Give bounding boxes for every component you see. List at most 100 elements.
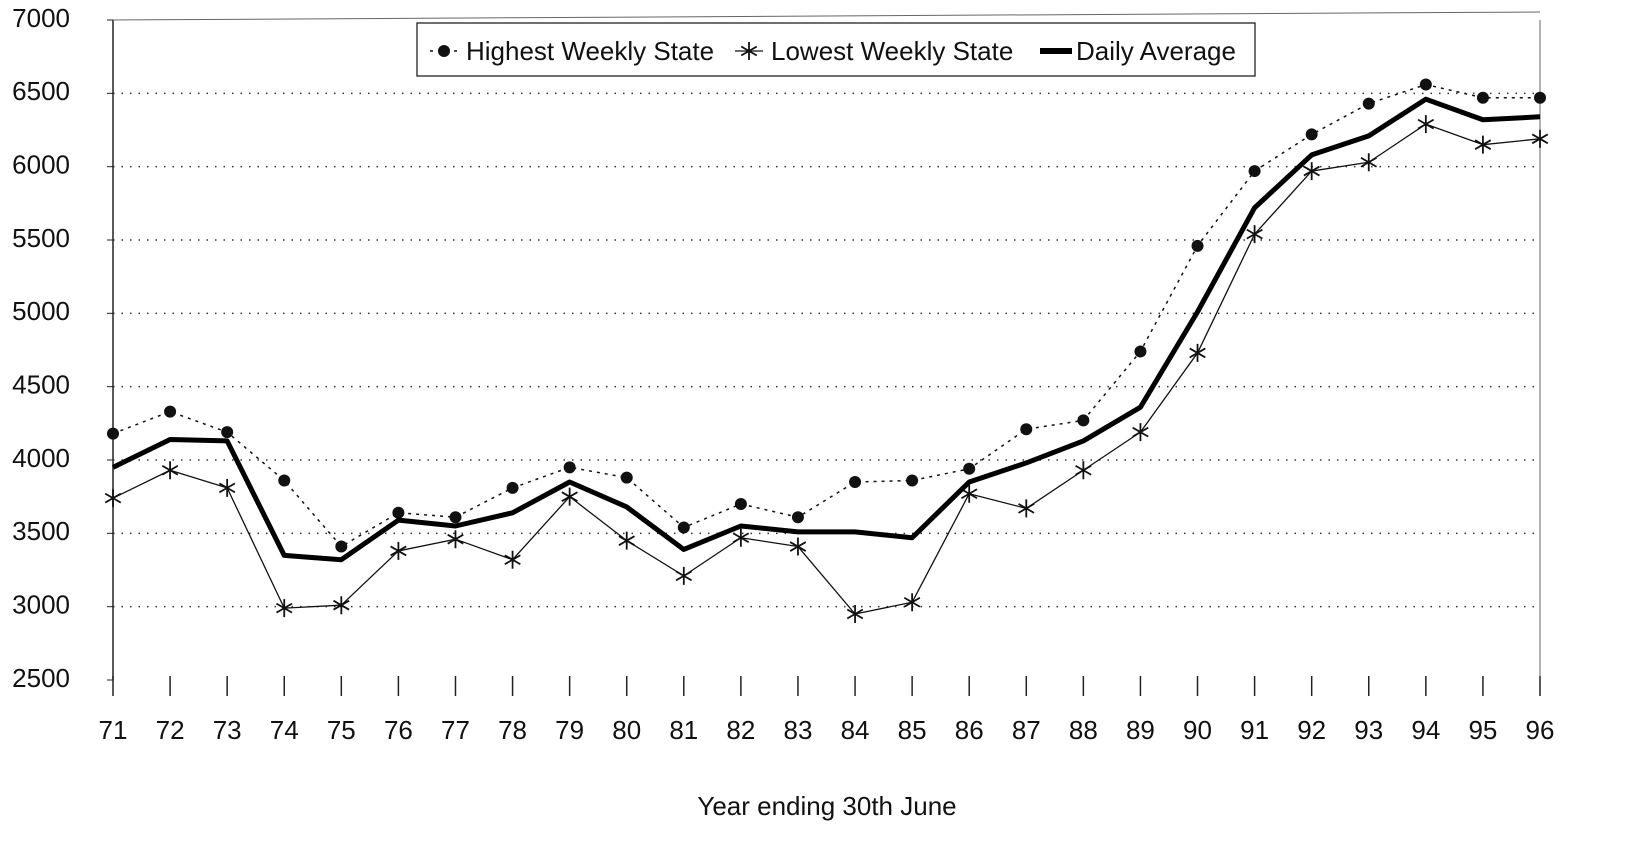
marker-star: [390, 541, 407, 560]
marker-star: [846, 605, 864, 623]
marker-star: [732, 528, 750, 547]
y-tick-label: 5500: [12, 223, 70, 253]
marker-circle: [392, 506, 405, 519]
x-tick-label: 81: [669, 715, 698, 745]
series-line: [112, 123, 1541, 615]
x-tick-label: 88: [1069, 715, 1098, 745]
marker-star: [1474, 135, 1492, 154]
marker-star: [1246, 225, 1263, 244]
marker-star: [1531, 129, 1549, 148]
marker-circle: [1248, 165, 1261, 178]
x-tick-label: 93: [1354, 715, 1383, 745]
x-tick-label: 85: [898, 715, 927, 745]
marker-star: [1360, 153, 1378, 172]
marker-star: [1132, 423, 1149, 442]
legend-label: Lowest Weekly State: [771, 36, 1013, 66]
x-axis-label: Year ending 30th June: [697, 791, 956, 821]
x-tick-label: 94: [1411, 715, 1440, 745]
marker-circle: [335, 540, 348, 553]
marker-star: [618, 531, 635, 550]
legend-label: Daily Average: [1076, 36, 1236, 66]
marker-circle: [849, 476, 862, 488]
legend-box: [416, 22, 1256, 77]
marker-star: [960, 484, 978, 503]
x-tick-label: 73: [213, 715, 242, 745]
x-tick-label: 96: [1526, 715, 1555, 745]
x-tick-label: 89: [1126, 715, 1155, 745]
y-tick-label: 7000: [12, 3, 70, 33]
y-tick-label: 3500: [12, 516, 70, 546]
marker-star: [504, 550, 521, 569]
x-tick-label: 87: [1012, 715, 1041, 745]
marker-circle: [1362, 97, 1375, 110]
x-tick-label: 83: [783, 715, 812, 745]
marker-circle: [449, 511, 462, 524]
marker-circle: [506, 481, 519, 494]
marker-circle: [1077, 414, 1090, 427]
x-tick-label: 71: [99, 715, 128, 745]
marker-star: [275, 599, 293, 618]
marker-circle: [164, 405, 177, 418]
y-tick-label: 2500: [12, 663, 70, 693]
legend-marker: [438, 45, 450, 57]
y-tick-label: 4500: [12, 370, 70, 400]
x-tick-label: 92: [1297, 715, 1326, 745]
marker-circle: [677, 521, 690, 534]
marker-star: [789, 537, 807, 556]
marker-circle: [906, 474, 919, 487]
marker-star: [561, 487, 578, 506]
y-tick-label: 4000: [12, 443, 70, 473]
x-tick-label: 82: [726, 715, 755, 745]
x-tick-label: 86: [955, 715, 984, 745]
x-tick-label: 95: [1468, 715, 1497, 745]
y-tick-label: 3000: [12, 590, 70, 620]
x-tick-label: 79: [555, 715, 584, 745]
marker-star: [161, 461, 179, 480]
series-line: [112, 83, 1540, 548]
x-tick-label: 80: [612, 715, 641, 745]
x-tick-label: 77: [441, 715, 470, 745]
marker-circle: [1534, 91, 1546, 104]
marker-star: [1417, 115, 1435, 134]
marker-star: [333, 596, 350, 615]
x-tick-label: 91: [1240, 715, 1269, 745]
legend-marker: [740, 42, 758, 60]
x-tick-label: 78: [498, 715, 527, 745]
x-tick-label: 75: [327, 715, 356, 745]
x-tick-label: 76: [384, 715, 413, 745]
marker-star: [675, 566, 693, 585]
legend-label: Highest Weekly State: [466, 36, 714, 66]
marker-star: [1075, 461, 1092, 480]
top-border: [112, 11, 1541, 21]
marker-circle: [1020, 423, 1033, 436]
marker-circle: [1191, 239, 1204, 252]
x-tick-label: 84: [841, 715, 870, 745]
marker-circle: [563, 461, 576, 474]
y-tick-label: 6000: [12, 150, 70, 180]
x-tick-label: 90: [1183, 715, 1212, 745]
marker-star: [1303, 162, 1320, 181]
marker-circle: [1134, 345, 1147, 358]
y-tick-label: 6500: [12, 76, 70, 106]
x-tick-label: 72: [156, 715, 185, 745]
marker-circle: [791, 511, 804, 524]
marker-star: [1189, 343, 1206, 362]
marker-circle: [278, 474, 291, 487]
marker-circle: [221, 426, 234, 439]
series-line: [111, 96, 1541, 563]
marker-star: [447, 530, 464, 549]
marker-star: [104, 489, 122, 508]
marker-star: [903, 593, 921, 612]
marker-circle: [1419, 78, 1432, 91]
marker-circle: [1305, 128, 1318, 141]
marker-circle: [1476, 91, 1489, 104]
marker-star: [1018, 499, 1035, 518]
marker-circle: [963, 462, 976, 475]
marker-circle: [620, 471, 633, 484]
x-tick-label: 74: [270, 715, 299, 745]
marker-circle: [734, 498, 747, 510]
y-tick-label: 5000: [12, 296, 70, 326]
marker-star: [218, 478, 236, 497]
marker-circle: [107, 427, 119, 440]
